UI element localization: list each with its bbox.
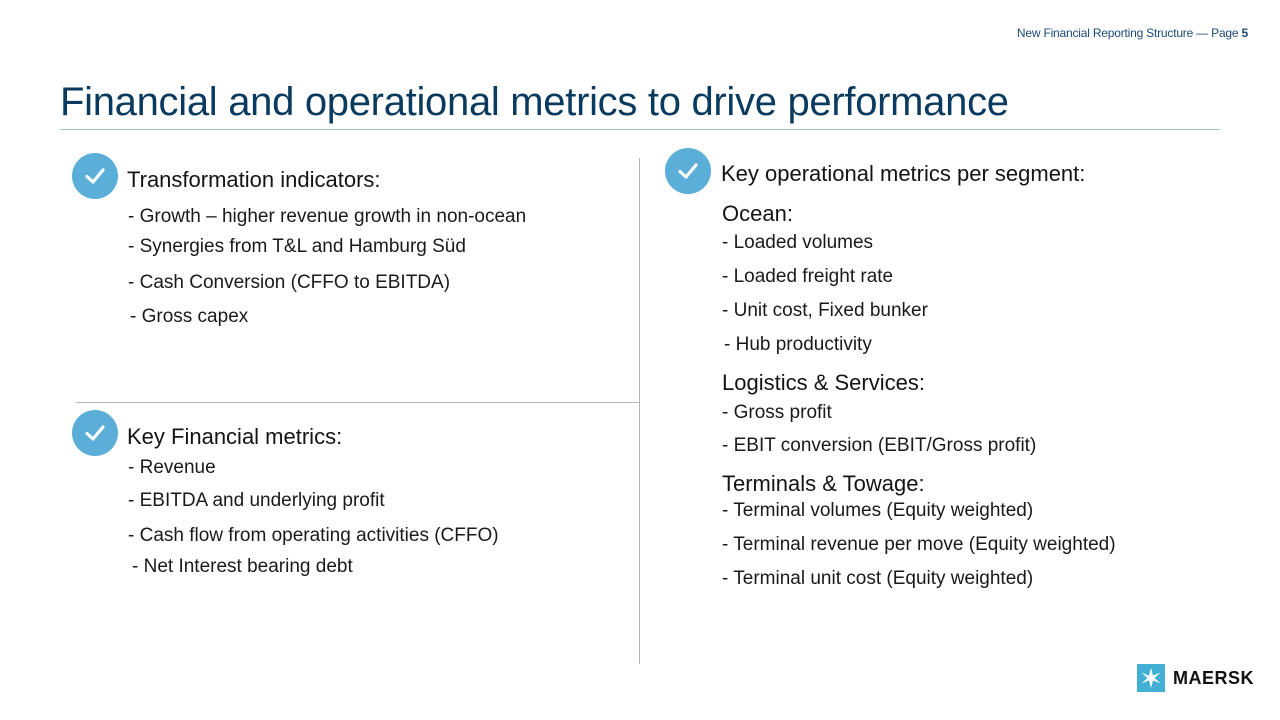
- header-text: New Financial Reporting Structure — Page: [1016, 26, 1239, 40]
- financial-item: - Revenue: [128, 457, 216, 478]
- operational-heading: Key operational metrics per segment:: [721, 161, 1086, 186]
- logistics-title: Logistics & Services:: [722, 370, 925, 395]
- vertical-divider: [639, 158, 640, 664]
- transformation-item: - Gross capex: [130, 306, 249, 327]
- transformation-heading: Transformation indicators:: [127, 167, 381, 192]
- terminals-item: - Terminal unit cost (Equity weighted): [722, 568, 1034, 589]
- check-icon: [665, 148, 711, 194]
- logistics-item: - Gross profit: [722, 402, 832, 423]
- ocean-item: - Hub productivity: [724, 334, 872, 355]
- horizontal-divider: [76, 402, 640, 403]
- title-underline: [60, 129, 1220, 130]
- financial-item: - Net Interest bearing debt: [132, 556, 353, 577]
- ocean-item: - Unit cost, Fixed bunker: [722, 300, 928, 321]
- transformation-item: - Cash Conversion (CFFO to EBITDA): [128, 272, 451, 293]
- page-number: 5: [1241, 26, 1249, 40]
- financial-item: - Cash flow from operating activities (C…: [128, 525, 499, 546]
- transformation-item: - Synergies from T&L and Hamburg Süd: [128, 236, 466, 257]
- ocean-title: Ocean:: [722, 201, 793, 226]
- terminals-item: - Terminal volumes (Equity weighted): [722, 500, 1034, 521]
- page-header: New Financial Reporting Structure — Page…: [1017, 26, 1248, 40]
- page-title: Financial and operational metrics to dri…: [60, 80, 1009, 124]
- star-icon: [1136, 664, 1165, 692]
- terminals-title: Terminals & Towage:: [722, 471, 925, 496]
- transformation-item: - Growth – higher revenue growth in non-…: [128, 206, 527, 227]
- ocean-item: - Loaded volumes: [722, 232, 874, 253]
- check-icon: [72, 153, 118, 199]
- financial-item: - EBITDA and underlying profit: [128, 490, 385, 511]
- ocean-item: - Loaded freight rate: [722, 266, 894, 287]
- terminals-item: - Terminal revenue per move (Equity weig…: [722, 534, 1116, 555]
- financial-heading: Key Financial metrics:: [127, 424, 343, 449]
- maersk-logo: MAERSK: [1136, 664, 1254, 692]
- logistics-item: - EBIT conversion (EBIT/Gross profit): [722, 435, 1037, 456]
- logo-text: MAERSK: [1172, 667, 1254, 688]
- check-icon: [72, 410, 118, 456]
